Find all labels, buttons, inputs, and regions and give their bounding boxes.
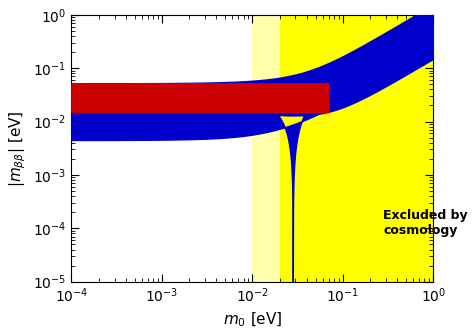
Y-axis label: $|m_{\beta\beta}|\ [\mathrm{eV}]$: $|m_{\beta\beta}|\ [\mathrm{eV}]$: [7, 110, 27, 186]
Text: Excluded by
cosmology: Excluded by cosmology: [383, 209, 468, 237]
X-axis label: $m_0\ [\mathrm{eV}]$: $m_0\ [\mathrm{eV}]$: [223, 311, 282, 329]
